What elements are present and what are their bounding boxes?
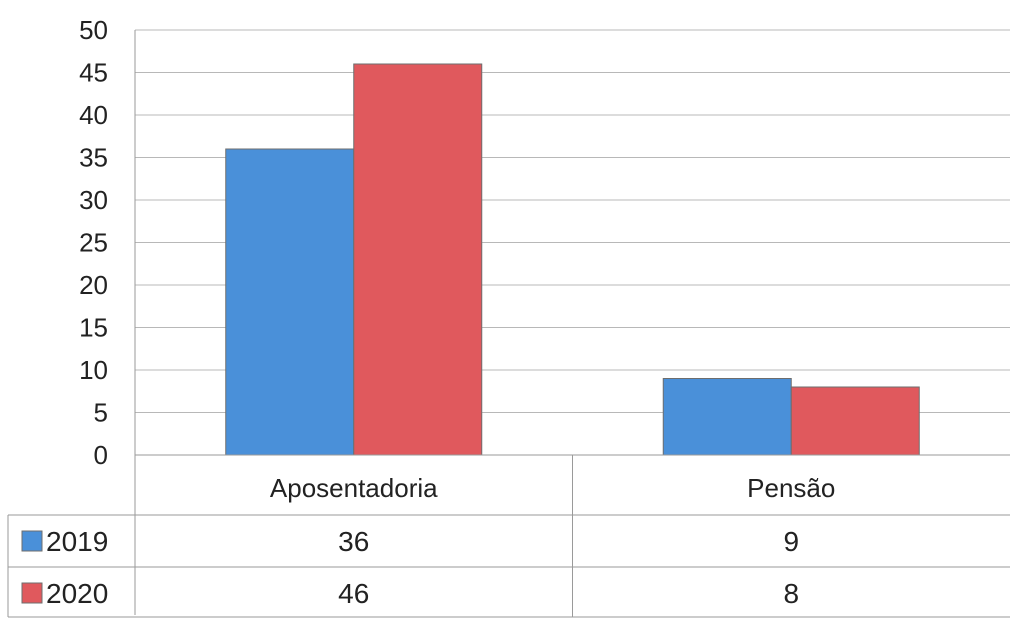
y-tick-label: 50: [79, 15, 108, 45]
y-tick-label: 35: [79, 143, 108, 173]
bar-2019-pensão: [662, 378, 792, 456]
table-value: 46: [338, 578, 369, 609]
y-tick-label: 45: [79, 58, 108, 88]
y-axis-tick-labels: 0 5 10 15 20 25 30 35 40 45 50: [79, 15, 108, 470]
y-tick-label: 0: [94, 440, 108, 470]
table-value: 9: [783, 526, 799, 557]
y-tick-label: 15: [79, 313, 108, 343]
y-tick-label: 20: [79, 270, 108, 300]
y-tick-label: 30: [79, 185, 108, 215]
table-value: 36: [338, 526, 369, 557]
data-table: Aposentadoria Pensão 2019 36 9 2020 46 8: [7, 454, 1010, 618]
x-category-label: Pensão: [747, 473, 835, 503]
table-value: 8: [783, 578, 799, 609]
legend-swatch-2019: [21, 530, 43, 552]
legend-label: 2019: [46, 526, 108, 557]
y-tick-label: 5: [94, 398, 108, 428]
y-tick-label: 25: [79, 228, 108, 258]
legend-label: 2020: [46, 578, 108, 609]
bar-2020-aposentadoria: [353, 63, 483, 456]
bars: [225, 63, 920, 456]
bar-2019-aposentadoria: [225, 148, 355, 456]
bar-2020-pensão: [790, 386, 920, 456]
y-tick-label: 40: [79, 100, 108, 130]
legend-swatch-2020: [21, 582, 43, 604]
y-tick-label: 10: [79, 355, 108, 385]
x-category-label: Aposentadoria: [270, 473, 438, 503]
